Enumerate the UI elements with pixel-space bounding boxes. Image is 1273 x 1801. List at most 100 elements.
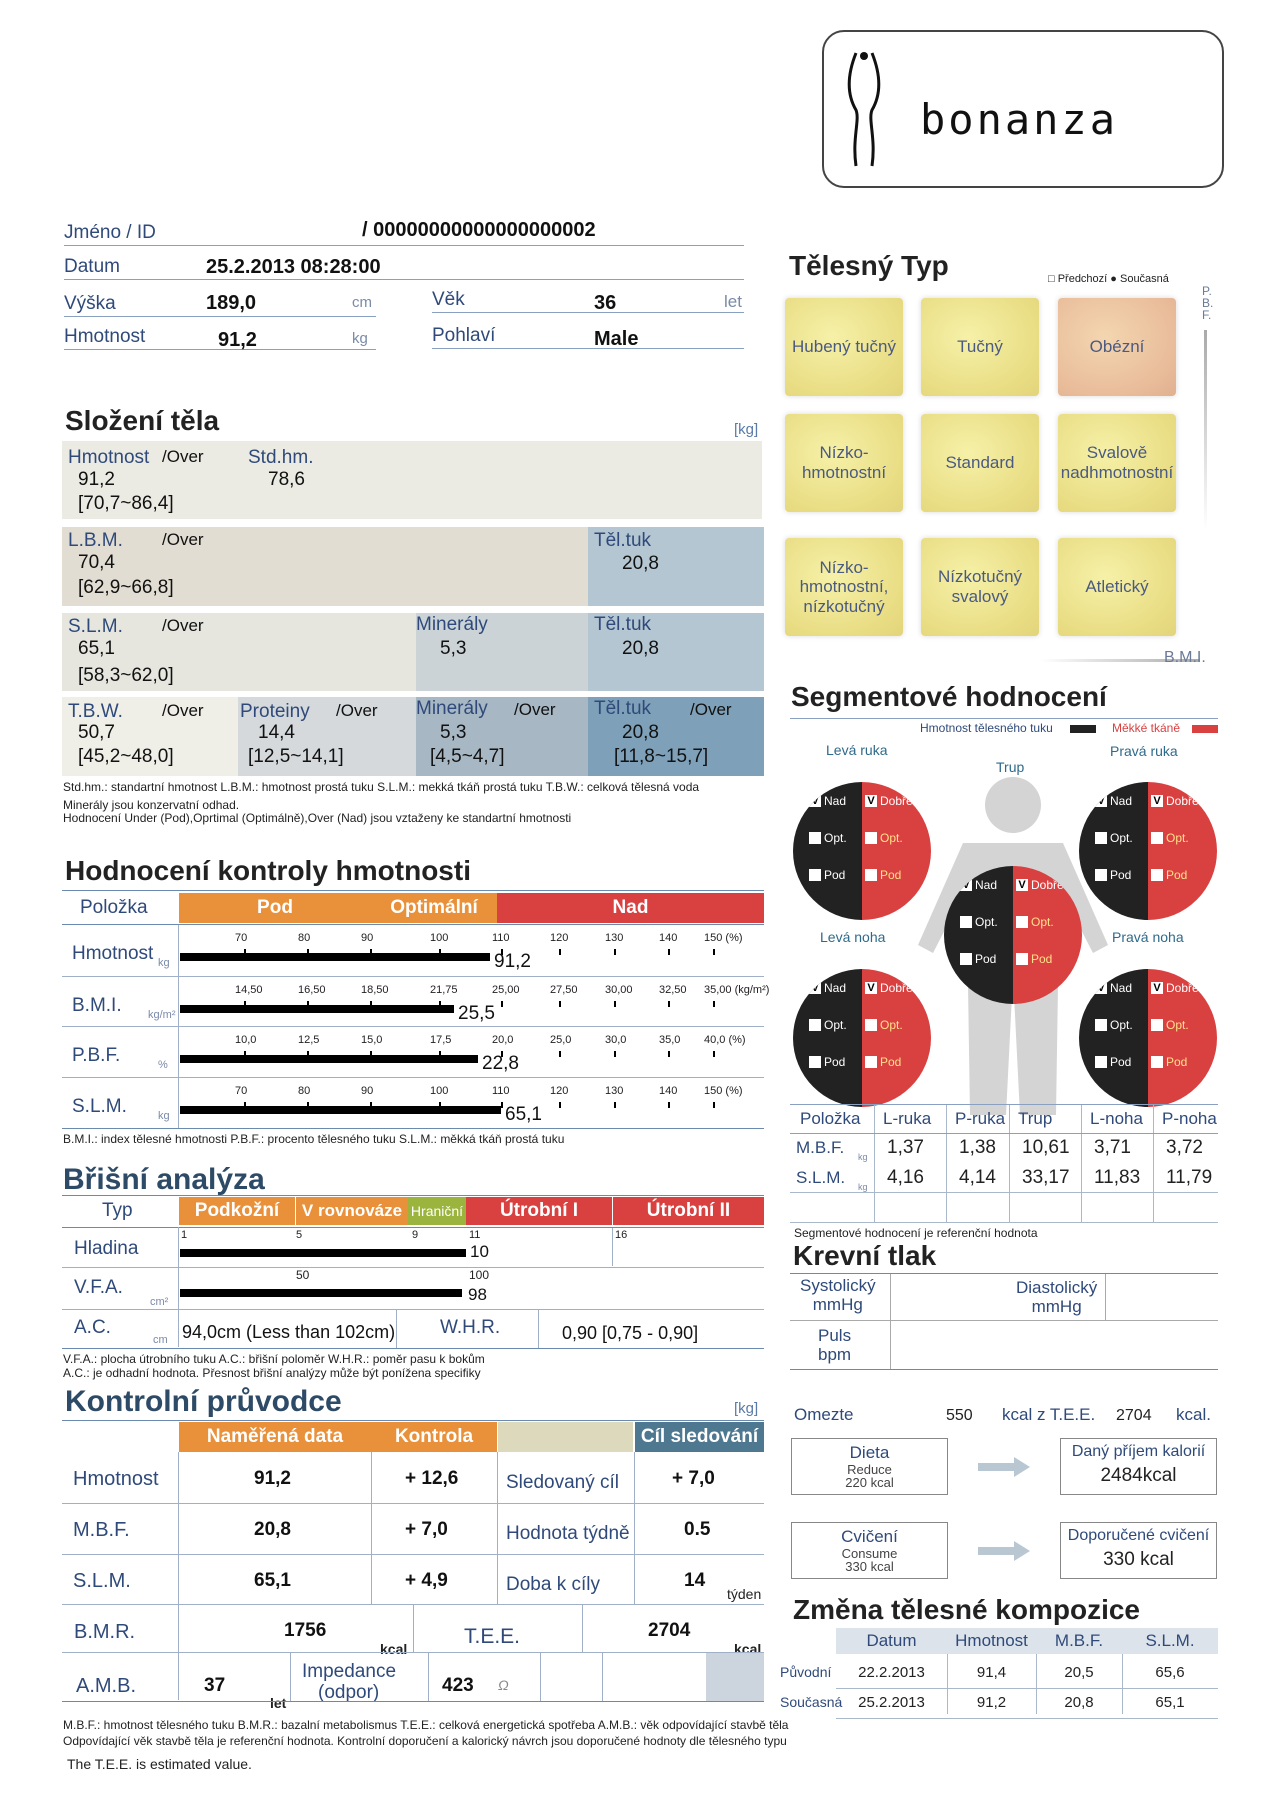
wc-tick-1-1: 16,50 (298, 984, 326, 996)
seg-table-slm-unit: kg (858, 1182, 868, 1192)
comp-slm-fat-label: Těl.tuk (594, 614, 652, 635)
wc-tick-mark-3-6 (614, 1102, 616, 1108)
legend-soft-label: Měkké tkáně (1112, 721, 1181, 735)
segment-fat-check-label: Nad (1110, 794, 1133, 808)
ab-head-balance: V rovnováze (296, 1197, 408, 1225)
ab-level-tick-4: 16 (615, 1229, 628, 1241)
ab-level-tick-3: 11 (469, 1229, 481, 1241)
id-value: / 00000000000000000002 (362, 219, 596, 241)
ab-note-2: A.C.: je odhadní hodnota. Přesnost břišn… (63, 1366, 481, 1380)
segment-fat-check-label: Opt. (824, 1018, 847, 1032)
wc-tick-mark-2-4 (501, 1051, 503, 1057)
comp-lbm-label: L.B.M. (68, 530, 123, 551)
seg-table-mbf-val-2: 10,61 (1022, 1137, 1070, 1158)
segment-circle-4: V Nad V Dobře Opt. Opt. Pod Pod (1079, 969, 1217, 1107)
seg-table-col-0: Položka (800, 1109, 861, 1128)
wc-tick-0-3: 100 (430, 932, 449, 944)
exercise-label: Cvičení (841, 1527, 898, 1546)
checked-box-icon: V (1151, 982, 1163, 994)
comp-min-over: /Over (514, 700, 556, 719)
unchecked-box-icon (809, 1056, 821, 1068)
segment-fat-check-4-opt: Opt. (1095, 1018, 1133, 1032)
ab-vfa-value: 98 (468, 1285, 487, 1304)
seg-table-vline-1 (874, 1105, 875, 1223)
change-cell-0-d: 22.2.2013 (858, 1664, 925, 1681)
guide-row-target-unit-2: týden (727, 1586, 762, 1602)
wc-row-unit-2: % (158, 1059, 168, 1071)
wc-tick-mark-1-8 (713, 1001, 715, 1007)
wc-col-divider (178, 925, 179, 1128)
rec-exercise-label: Doporučené cvičení (1067, 1527, 1210, 1544)
wc-tick-mark-3-0 (244, 1102, 246, 1108)
guide-row-value-2: 65,1 (254, 1570, 291, 1591)
unchecked-box-icon (1095, 832, 1107, 844)
guide-gray-cell (706, 1653, 764, 1701)
wc-tick-0-2: 90 (361, 932, 374, 944)
unchecked-box-icon (865, 1019, 877, 1031)
unchecked-box-icon (809, 832, 821, 844)
segment-soft-check-label: Pod (880, 1055, 902, 1069)
change-col-1: Hmotnost (955, 1631, 1028, 1650)
name-row: Jméno / ID (64, 222, 744, 246)
wc-tick-mark-0-8 (713, 949, 715, 955)
ab-head-visc2: Útrobní II (613, 1197, 764, 1225)
wc-row-label-2: P.B.F. (72, 1045, 121, 1066)
segment-fat-check-3-opt: Opt. (809, 1018, 847, 1032)
guide-bottom-line (62, 1701, 764, 1702)
name-label: Jméno / ID (64, 222, 156, 243)
cal-limit-text: kcal z T.E.E. (1002, 1405, 1096, 1424)
wc-tick-3-2: 90 (361, 1085, 374, 1097)
change-col-0: Datum (866, 1631, 917, 1650)
height-unit: cm (352, 294, 372, 311)
composition-unit: [kg] (734, 421, 759, 438)
guide-row-value-1: 20,8 (254, 1519, 291, 1540)
checked-box-icon: V (1095, 795, 1107, 807)
segment-soft-check-label: Dobře (880, 981, 913, 995)
seg-table-mbf-unit: kg (858, 1152, 868, 1162)
wc-tick-mark-1-3 (439, 1001, 441, 1007)
legend-fat-label: Hmotnost tělesného tuku (920, 721, 1053, 735)
guide-imp-label-2: (odpor) (318, 1682, 380, 1703)
guide-row-label-2: S.L.M. (73, 1570, 131, 1592)
guide-row-label-1: M.B.F. (73, 1519, 130, 1541)
age-unit: let (724, 292, 742, 311)
segment-soft-check-label: Pod (1031, 952, 1053, 966)
wc-tick-mark-2-6 (614, 1051, 616, 1057)
comp-slm-min-cell (416, 613, 588, 691)
body-type-card-1: Tučný (921, 298, 1039, 396)
change-row-label-0: Původní (780, 1664, 832, 1680)
segment-fat-check-4-nad: V Nad (1095, 981, 1132, 995)
wc-tick-mark-1-0 (244, 1001, 246, 1007)
guide-imp-label-1: Impedance (302, 1661, 397, 1682)
segment-soft-check-0-opt: Opt. (865, 831, 903, 845)
segment-top-line (790, 718, 1218, 719)
wc-bottom-line (62, 1128, 764, 1129)
ab-level-tick-0: 1 (181, 1229, 188, 1241)
right-arm-label: Pravá ruka (1110, 743, 1178, 759)
segment-soft-check-1-opt: Opt. (1151, 831, 1189, 845)
segment-fat-check-1-nad: V Nad (1095, 794, 1132, 808)
ab-row-line-2 (62, 1309, 764, 1310)
wc-tick-mark-0-4 (501, 949, 503, 955)
segment-soft-check-label: Opt. (1166, 1018, 1189, 1032)
ab-top-line (62, 1195, 764, 1196)
comp-prot-label: Proteiny (240, 701, 310, 722)
guide-unit: [kg] (734, 1400, 759, 1417)
bp-pulse-label: Puls bpm (818, 1326, 852, 1364)
checked-box-icon: V (1095, 982, 1107, 994)
comp-prot-value: 14,4 (258, 722, 295, 743)
wc-tick-mark-3-2 (370, 1102, 372, 1108)
ab-vfa-label: V.F.A. (74, 1277, 123, 1298)
report-title: ANALÝZA SLOŽENÍ TĚLA (318, 103, 693, 135)
seg-table-slm-label: S.L.M. (796, 1168, 846, 1187)
unchecked-box-icon (865, 832, 877, 844)
segment-title: Segmentové hodnocení (791, 681, 1107, 712)
arrow-right-icon (978, 1457, 1030, 1477)
guide-note-1: M.B.F.: hmotnost tělesného tuku B.M.R.: … (63, 1718, 789, 1732)
wc-row-label-1: B.M.I. (72, 995, 122, 1016)
ab-vfa-bar (180, 1289, 462, 1297)
wc-row-line-3 (62, 1077, 764, 1078)
change-cell-1-w: 91,2 (976, 1694, 1007, 1711)
ab-visc-divider (612, 1228, 613, 1266)
wc-bar-1 (180, 1005, 454, 1013)
